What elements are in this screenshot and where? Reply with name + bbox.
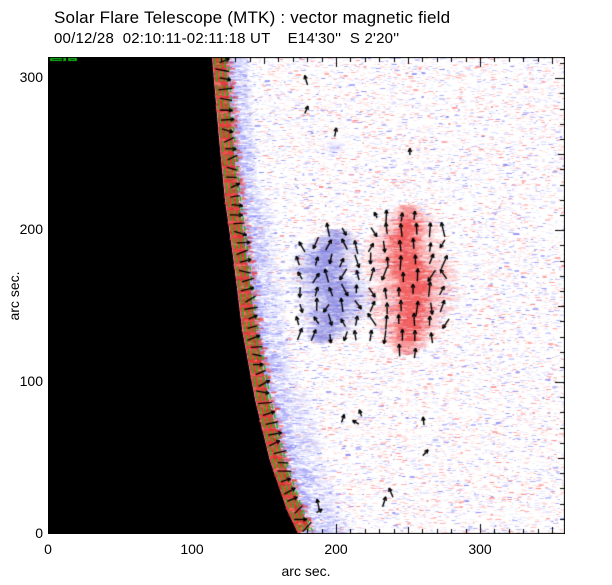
x-axis-label: arc sec.	[281, 563, 331, 579]
x-tick-label: 200	[324, 541, 348, 557]
chart-subtitle: 00/12/28 02:10:11-02:11:18 UT E14'30'' S…	[54, 30, 400, 47]
y-tick-label: 200	[19, 221, 43, 238]
y-tick-label: 100	[19, 373, 43, 390]
chart-title: Solar Flare Telescope (MTK) : vector mag…	[54, 8, 451, 27]
y-axis-label: arc sec.	[6, 271, 22, 321]
x-tick-label: 300	[468, 541, 492, 557]
x-tick-label: 100	[180, 541, 204, 557]
magnetogram-canvas	[48, 57, 565, 534]
x-tick-label: 0	[44, 541, 52, 557]
y-tick-label: 0	[35, 525, 43, 541]
y-tick-label: 300	[19, 69, 43, 86]
